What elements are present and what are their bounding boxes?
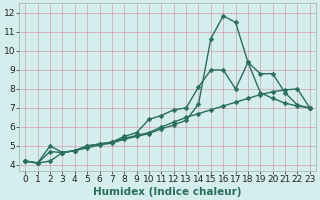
X-axis label: Humidex (Indice chaleur): Humidex (Indice chaleur)	[93, 187, 242, 197]
